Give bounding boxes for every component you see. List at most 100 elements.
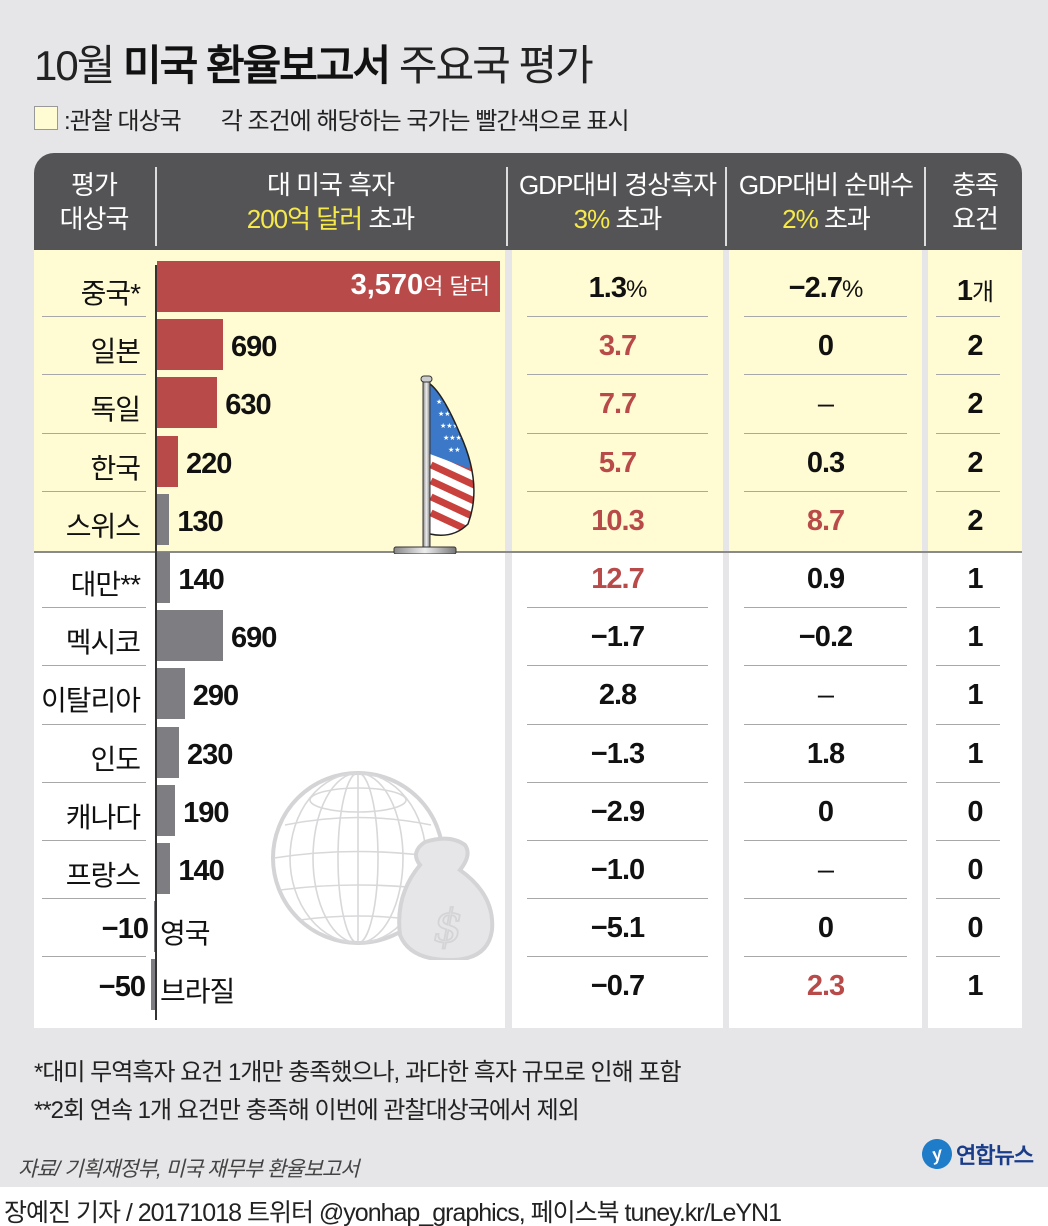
source-text: 자료/ 기획재정부, 미국 재무부 환율보고서 [18,1158,359,1181]
surplus-value: 690 [231,622,277,655]
header-country: 평가 대상국 [59,169,130,234]
row-separator [527,665,708,667]
country-label: 캐나다 [65,801,141,833]
surplus-value: 140 [178,855,224,887]
net-purchase-value: 0 [817,795,834,828]
row-separator [527,956,708,958]
row-separator [744,723,907,725]
row-separator [936,665,1000,667]
row-separator [42,607,146,609]
surplus-bar [157,435,179,487]
current-account-value: 2.8 [598,679,637,712]
surplus-bar [157,552,171,603]
criteria-met-value: 0 [967,795,983,828]
row-separator [744,898,907,900]
current-account-value: 12.7 [591,563,644,595]
criteria-met-value: 1 [967,621,983,654]
country-label: 스위스 [65,510,141,542]
row-separator [744,316,907,318]
surplus-value: 630 [225,389,271,422]
criteria-met-value: 0 [967,912,983,945]
header-divider [725,167,727,246]
criteria-met-value: 2 [967,330,983,363]
surplus-bar [157,377,218,429]
row-separator [936,956,1000,958]
row-separator [42,781,146,783]
legend-note: 각 조건에 해당하는 국가는 빨간색으로 표시 [220,107,630,135]
country-label: 브라질 [160,976,235,1008]
surplus-bar [157,843,171,894]
row-separator [744,490,907,492]
surplus-value: 3,570억 달러 [350,269,490,301]
surplus-bar [157,319,223,371]
row-separator [527,898,708,900]
row-separator [936,490,1000,492]
current-account-value: −1.3 [590,737,645,770]
country-label: 독일 [90,394,141,426]
surplus-value: −50 [98,971,146,1004]
surplus-value: −10 [101,913,149,946]
row-separator [527,316,708,318]
footnote-2: **2회 연속 1개 요건만 충족해 이번에 관찰대상국에서 제외 [34,1097,580,1124]
row-separator [42,316,146,318]
net-purchase-value: 2.3 [806,970,845,1003]
surplus-value: 290 [192,680,239,713]
row-separator [744,781,907,783]
net-purchase-value: −0.2 [798,621,853,654]
row-separator [936,374,1000,376]
surplus-bar [157,784,176,836]
current-account-value: −1.0 [590,854,645,886]
current-account-value: 3.7 [598,330,637,363]
row-separator [527,840,708,841]
country-label: 이탈리아 [40,685,141,717]
surplus-value: 140 [178,564,224,596]
row-separator [744,956,907,958]
row-separator [527,607,708,609]
surplus-bar [157,493,170,545]
net-purchase-value: – [817,854,834,886]
surplus-value: 230 [187,738,233,771]
bar-axis [155,265,157,1020]
row-separator [42,490,146,492]
surplus-bar-negative [151,959,157,1011]
criteria-met-value: 2 [967,504,983,537]
criteria-met-value: 2 [967,388,983,421]
current-account-value: −5.1 [590,912,645,945]
watchlist-divider [34,551,1022,553]
infographic-canvas: 10월 미국 환율보고서 주요국 평가 :관찰 대상국 각 조건에 해당하는 국… [0,0,1048,1187]
net-purchase-value: 0 [817,912,834,945]
net-purchase-value: 0.9 [806,563,845,595]
row-separator [42,898,146,900]
surplus-value: 130 [177,505,223,538]
country-label: 중국* [80,278,141,309]
row-separator [527,723,708,725]
row-separator [42,723,146,725]
surplus-bar [157,610,223,662]
criteria-met-value: 1개 [956,275,994,307]
country-label: 대만** [70,569,141,600]
net-purchase-value: – [817,388,834,421]
net-purchase-value: 0.3 [806,446,845,479]
row-separator [936,607,1000,609]
header-current-account: GDP대비 경상흑자 3% 초과 [518,169,717,234]
country-label: 인도 [90,743,141,775]
surplus-bar [157,726,179,778]
header-net-purchase: GDP대비 순매수 2% 초과 [738,169,914,234]
surplus-value: 190 [183,796,229,829]
current-account-value: 5.7 [598,446,637,479]
header-divider [924,167,926,246]
table-header: 평가 대상국 대 미국 흑자 200억 달러 초과 GDP대비 경상흑자 3% 초… [34,153,1022,250]
current-account-value: 1.3% [588,272,648,304]
yonhap-logo: y 연합뉴스 [918,1135,1034,1173]
current-account-value: −0.7 [590,970,645,1003]
country-label: 멕시코 [65,627,141,659]
credit-line: 장예진 기자 / 20171018 트위터 @yonhap_graphics, … [4,1199,782,1226]
net-purchase-value: 1.8 [806,737,845,770]
page-title: 10월 미국 환율보고서 주요국 평가 [34,42,594,89]
row-separator [936,781,1000,783]
yonhap-logo-icon: y [918,1135,956,1173]
header-divider [506,167,508,246]
country-label: 프랑스 [65,860,141,891]
row-separator [42,665,146,667]
row-separator [42,840,146,841]
